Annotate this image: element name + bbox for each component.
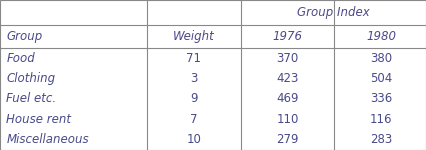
Text: Miscellaneous: Miscellaneous [6, 133, 89, 146]
Text: House rent: House rent [6, 113, 72, 126]
Text: Clothing: Clothing [6, 72, 55, 85]
Text: 423: 423 [276, 72, 299, 85]
Text: 3: 3 [190, 72, 198, 85]
Text: Fuel etc.: Fuel etc. [6, 93, 57, 105]
Text: 279: 279 [276, 133, 299, 146]
Text: 1976: 1976 [273, 30, 302, 43]
Text: 336: 336 [370, 93, 392, 105]
Text: 116: 116 [370, 113, 392, 126]
Text: 370: 370 [276, 52, 299, 65]
Text: 7: 7 [190, 113, 198, 126]
Text: 9: 9 [190, 93, 198, 105]
Text: 1980: 1980 [366, 30, 396, 43]
Text: Group Index: Group Index [297, 6, 370, 19]
Text: 10: 10 [187, 133, 201, 146]
Text: 504: 504 [370, 72, 392, 85]
Text: 110: 110 [276, 113, 299, 126]
Text: 71: 71 [186, 52, 201, 65]
Text: 380: 380 [370, 52, 392, 65]
Text: 283: 283 [370, 133, 392, 146]
Text: Food: Food [6, 52, 35, 65]
Text: 469: 469 [276, 93, 299, 105]
Text: Weight: Weight [173, 30, 215, 43]
Text: Group: Group [6, 30, 43, 43]
